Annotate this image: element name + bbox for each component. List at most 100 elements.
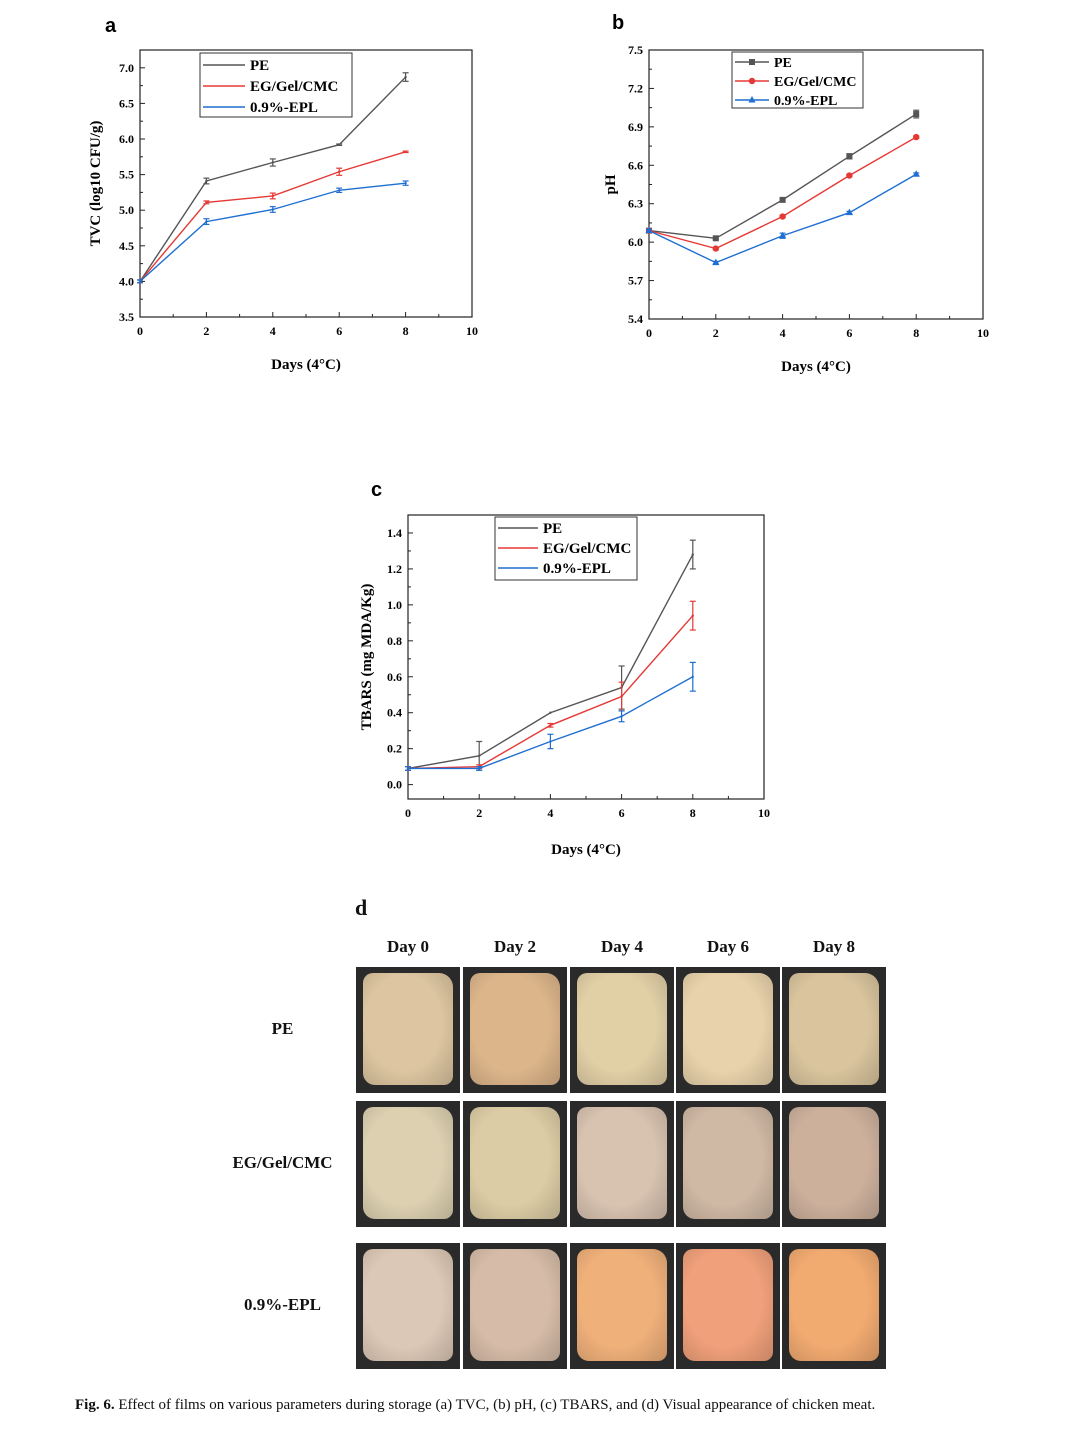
- meat-photo: [570, 1101, 674, 1227]
- legend-label: EG/Gel/CMC: [774, 75, 856, 90]
- data-point: [691, 614, 694, 617]
- meat-photo: [463, 1243, 567, 1369]
- x-tick-label: 10: [466, 324, 478, 338]
- x-tick-label: 2: [203, 324, 209, 338]
- data-point: [913, 111, 920, 118]
- chicken-meat-sample: [363, 973, 453, 1085]
- y-tick-label: 6.5: [119, 96, 134, 110]
- y-tick-label: 6.3: [628, 197, 643, 211]
- panel-d-visual-appearance: d Day 0 Day 2 Day 4 Day 6 Day 8 PE EG/Gel/CMC 0…: [220, 895, 900, 1385]
- legend-label: PE: [250, 58, 269, 74]
- chicken-meat-sample: [789, 1107, 879, 1219]
- data-point: [691, 675, 694, 678]
- chart-a-tvc: a 0 2 4 6 8 10 3.5 4.0 4.5 5.0 5.5 6.0 6.5 7.0 Days (4°…: [88, 15, 478, 373]
- data-point: [845, 208, 853, 216]
- x-axis-title: Days (4°C): [551, 842, 621, 858]
- y-tick-label: 3.5: [119, 310, 134, 324]
- data-point: [549, 724, 552, 727]
- y-tick-label: 6.6: [628, 158, 643, 172]
- legend-marker: [749, 59, 755, 65]
- legend-label: 0.9%-EPL: [774, 94, 837, 109]
- meat-photo: [676, 1243, 780, 1369]
- y-tick-label: 7.2: [628, 81, 643, 95]
- y-tick-label: 5.5: [119, 168, 134, 182]
- chicken-meat-sample: [683, 1107, 773, 1219]
- data-point: [779, 231, 787, 239]
- x-axis-title: Days (4°C): [271, 357, 341, 373]
- chicken-meat-sample: [470, 1107, 560, 1219]
- y-tick-label: 1.0: [387, 598, 402, 612]
- y-tick-label: 4.0: [119, 274, 134, 288]
- row-label: 0.9%-EPL: [244, 1295, 321, 1314]
- x-tick-label: 6: [846, 326, 852, 340]
- legend-label: 0.9%-EPL: [250, 100, 318, 116]
- x-tick-label: 4: [780, 326, 786, 340]
- caption-text: Effect of films on various parameters du…: [118, 1397, 876, 1413]
- meat-photo: [782, 1101, 886, 1227]
- y-tick-label: 5.0: [119, 203, 134, 217]
- data-point: [478, 767, 481, 770]
- y-tick-label: 0.2: [387, 742, 402, 756]
- y-tick-label: 1.4: [387, 526, 402, 540]
- data-point: [271, 161, 274, 164]
- chicken-meat-sample: [577, 1249, 667, 1361]
- day-label: Day 8: [812, 937, 856, 956]
- legend-label: PE: [543, 521, 562, 537]
- data-point: [271, 208, 274, 211]
- y-tick-label: 6.9: [628, 120, 643, 134]
- chicken-meat-sample: [683, 1249, 773, 1361]
- y-axis-title: pH: [603, 174, 619, 194]
- chicken-meat-sample: [470, 973, 560, 1085]
- legend-label: 0.9%-EPL: [543, 561, 611, 577]
- chicken-meat-sample: [789, 1249, 879, 1361]
- data-point: [138, 280, 142, 283]
- row-label: PE: [271, 1019, 294, 1038]
- x-tick-label: 10: [758, 806, 770, 820]
- panel-d-letter: d: [355, 895, 368, 920]
- y-tick-label: 0.4: [387, 706, 402, 720]
- data-point: [549, 740, 552, 743]
- data-point: [712, 258, 720, 266]
- x-tick-label: 8: [913, 326, 919, 340]
- meat-photo: [782, 967, 886, 1093]
- data-point: [205, 220, 208, 223]
- y-axis-title: TVC (log10 CFU/g): [88, 121, 104, 247]
- y-tick-label: 4.5: [119, 239, 134, 253]
- x-tick-label: 8: [403, 324, 409, 338]
- legend-label: EG/Gel/CMC: [250, 79, 338, 95]
- x-tick-label: 4: [547, 806, 553, 820]
- chicken-meat-sample: [789, 973, 879, 1085]
- x-tick-label: 0: [405, 806, 411, 820]
- data-point: [846, 172, 853, 179]
- chicken-meat-sample: [683, 973, 773, 1085]
- y-tick-label: 5.7: [628, 274, 643, 288]
- y-tick-label: 7.0: [119, 61, 134, 75]
- data-point: [406, 767, 410, 770]
- y-tick-label: 6.0: [628, 235, 643, 249]
- x-tick-label: 10: [977, 326, 989, 340]
- series-line-0-9-epl: [408, 676, 694, 770]
- chart-b-ph: b 0 2 4 6 8 10 5.4 5.7 6.0 6.3 6.6 6.9 7.2 7.5 Days (4°…: [603, 12, 989, 375]
- data-point: [691, 553, 694, 556]
- meat-photo: [782, 1243, 886, 1369]
- legend-marker: [748, 77, 756, 85]
- y-tick-label: 0.8: [387, 634, 402, 648]
- chicken-meat-sample: [577, 973, 667, 1085]
- chicken-meat-sample: [363, 1249, 453, 1361]
- data-point: [913, 133, 920, 141]
- data-point: [404, 181, 407, 185]
- data-point: [912, 170, 920, 177]
- data-point: [338, 189, 341, 192]
- data-point: [620, 695, 623, 698]
- day-label: Day 0: [386, 937, 430, 956]
- day-label: Day 2: [493, 937, 537, 956]
- series-line-eg-gel-cmc: [139, 151, 406, 282]
- data-point: [645, 226, 653, 234]
- meat-photo: [676, 967, 780, 1093]
- meat-photo: [676, 1101, 780, 1227]
- caption-label: Fig. 6.: [75, 1397, 115, 1413]
- y-tick-label: 1.2: [387, 562, 402, 576]
- data-point: [205, 179, 208, 183]
- panel-letter: b: [612, 12, 624, 34]
- day-label: Day 4: [600, 937, 644, 956]
